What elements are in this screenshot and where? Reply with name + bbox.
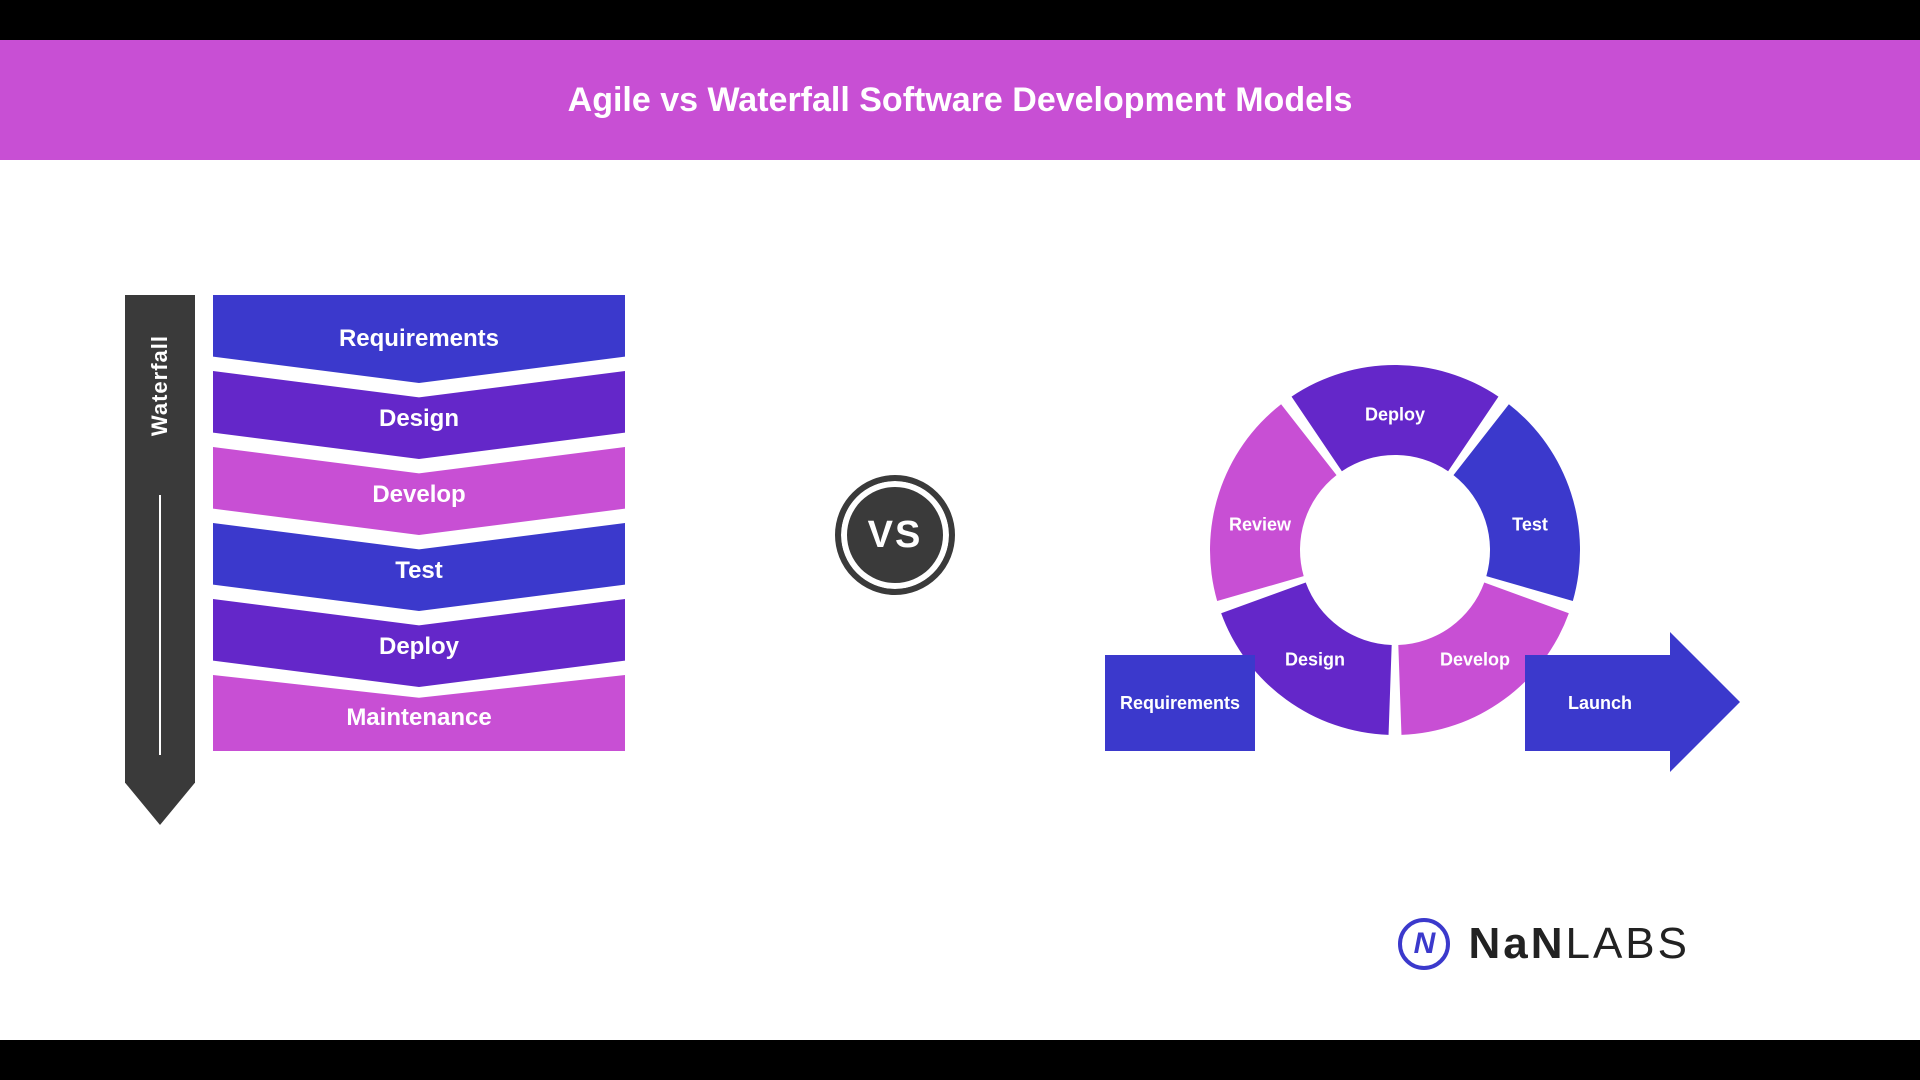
waterfall-step: Design xyxy=(213,371,625,459)
waterfall-steps: RequirementsDesignDevelopTestDeployMaint… xyxy=(213,295,625,825)
waterfall-step: Develop xyxy=(213,447,625,535)
page-title: Agile vs Waterfall Software Development … xyxy=(568,81,1353,120)
agile-diagram: Requirements Launch DeployTestDevelopDes… xyxy=(1105,360,1745,760)
letterbox-top xyxy=(0,0,1920,40)
vs-badge: VS xyxy=(835,475,955,595)
waterfall-side-label: Waterfall xyxy=(147,335,173,436)
agile-entry-box: Requirements xyxy=(1105,655,1255,751)
agile-exit-box: Launch xyxy=(1525,655,1675,751)
logo-text: NaNLABS xyxy=(1468,919,1690,969)
waterfall-diagram: Waterfall RequirementsDesignDevelopTestD… xyxy=(125,295,625,825)
agile-exit-label: Launch xyxy=(1568,693,1632,714)
waterfall-side-bar: Waterfall xyxy=(125,295,195,825)
brand-logo: N NaNLABS xyxy=(1398,918,1690,970)
logo-mark-letter: N xyxy=(1414,927,1436,961)
agile-entry-label: Requirements xyxy=(1120,693,1240,714)
letterbox-bottom xyxy=(0,1040,1920,1080)
logo-text-thin: LABS xyxy=(1565,919,1690,968)
waterfall-step: Test xyxy=(213,523,625,611)
vs-label: VS xyxy=(868,514,923,557)
agile-segment xyxy=(1292,365,1499,471)
header-bar: Agile vs Waterfall Software Development … xyxy=(0,40,1920,160)
logo-mark-icon: N xyxy=(1398,918,1450,970)
logo-text-bold: NaN xyxy=(1468,919,1565,968)
waterfall-side-line xyxy=(159,495,161,755)
agile-arrow-head-icon xyxy=(1670,632,1740,772)
waterfall-step: Requirements xyxy=(213,295,625,383)
waterfall-step: Deploy xyxy=(213,599,625,687)
